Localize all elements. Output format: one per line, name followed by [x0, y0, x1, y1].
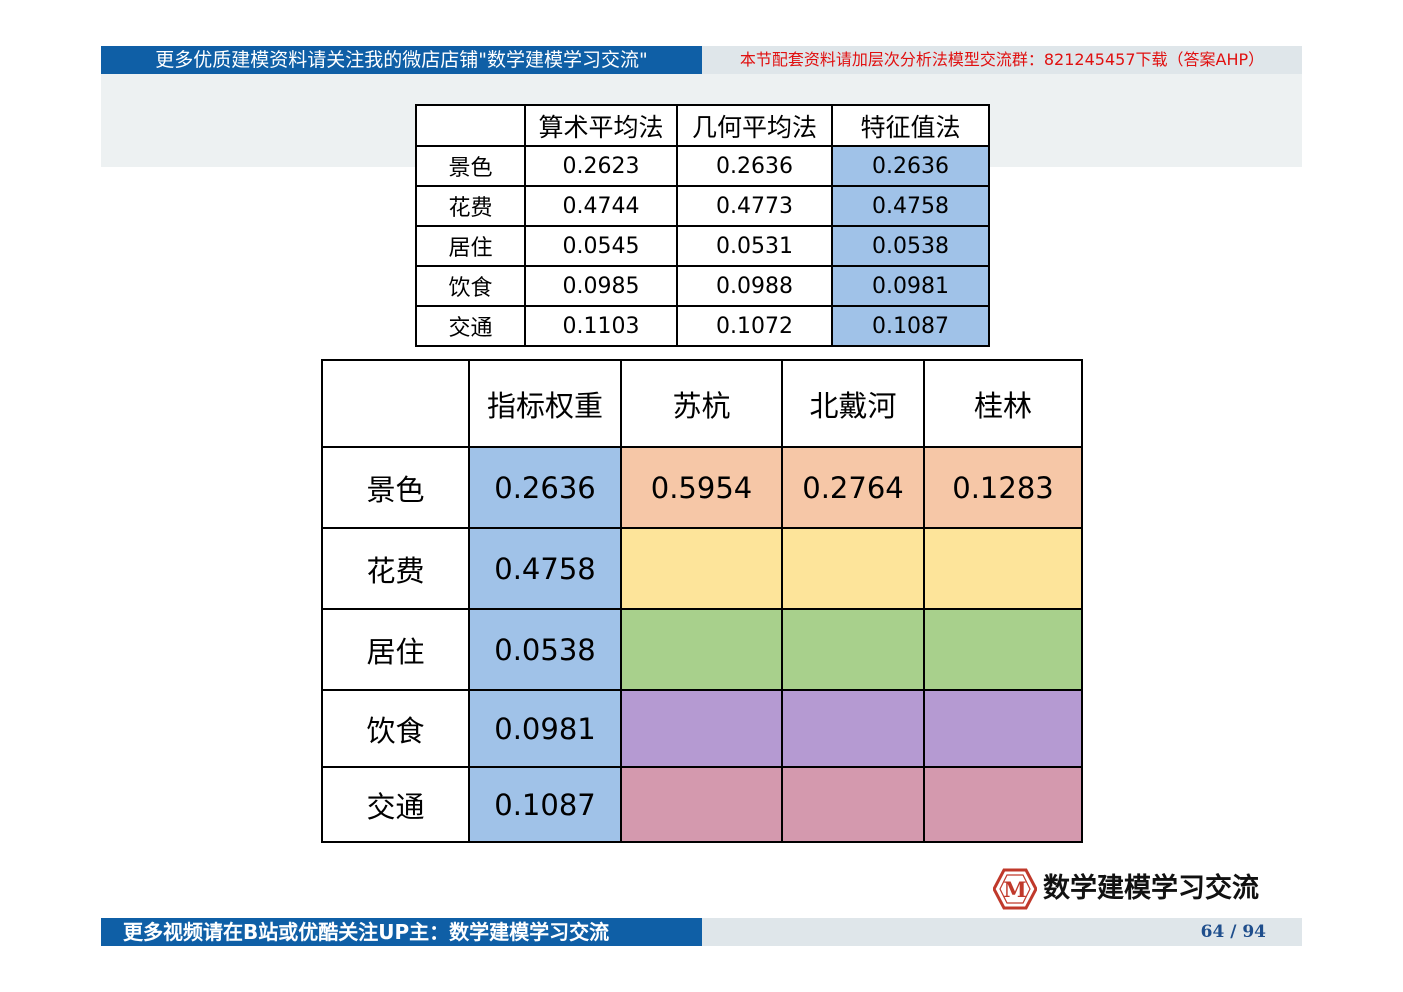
table-cell	[781, 766, 925, 843]
table-cell	[781, 608, 925, 691]
table-cell: 0.2623	[524, 145, 678, 187]
table-row: 交通 0.1087	[321, 766, 1083, 843]
table-row: 景色 0.2623 0.2636 0.2636	[415, 145, 990, 187]
table-row: 交通 0.1103 0.1072 0.1087	[415, 305, 990, 347]
table-cell: 0.0545	[524, 225, 678, 267]
table-header-row: 指标权重 苏杭 北戴河 桂林	[321, 359, 1083, 448]
table-cell	[620, 766, 783, 843]
row-label: 景色	[321, 446, 470, 529]
footer-banner-right: 64 / 94	[702, 918, 1302, 946]
header-banner-right: 本节配套资料请加层次分析法模型交流群：821245457下载（答案AHP）	[702, 46, 1302, 74]
table-cell: 0.5954	[620, 446, 783, 529]
table-cell: 0.0531	[676, 225, 833, 267]
row-label: 交通	[321, 766, 470, 843]
row-label: 景色	[415, 145, 526, 187]
table-row: 饮食 0.0981	[321, 689, 1083, 768]
weight-cell: 0.2636	[468, 446, 622, 529]
row-label: 花费	[415, 185, 526, 227]
table-header-cell: 几何平均法	[676, 104, 833, 147]
table-header-cell	[321, 359, 470, 448]
brand-logo: M 数学建模学习交流	[993, 866, 1293, 912]
table-cell: 0.4758	[831, 185, 990, 227]
table-row: 居住 0.0545 0.0531 0.0538	[415, 225, 990, 267]
table-header-cell: 指标权重	[468, 359, 622, 448]
table-cell	[923, 608, 1083, 691]
svg-text:M: M	[1003, 877, 1026, 902]
weight-cell: 0.0981	[468, 689, 622, 768]
table-cell: 0.1072	[676, 305, 833, 347]
table-cell: 0.2636	[676, 145, 833, 187]
row-label: 居住	[321, 608, 470, 691]
logo-text: 数学建模学习交流	[1043, 873, 1259, 904]
table-cell: 0.1283	[923, 446, 1083, 529]
table-header-cell: 北戴河	[781, 359, 925, 448]
table-cell	[620, 608, 783, 691]
table-row: 居住 0.0538	[321, 608, 1083, 691]
table-cell	[923, 527, 1083, 610]
table-cell: 0.0981	[831, 265, 990, 307]
table-cell: 0.4773	[676, 185, 833, 227]
row-label: 交通	[415, 305, 526, 347]
table-cell	[781, 689, 925, 768]
table-row: 景色 0.2636 0.5954 0.2764 0.1283	[321, 446, 1083, 529]
m-logo-icon: M	[993, 868, 1037, 910]
table-cell: 0.0985	[524, 265, 678, 307]
table-cell	[781, 527, 925, 610]
weight-cell: 0.1087	[468, 766, 622, 843]
table-header-cell: 桂林	[923, 359, 1083, 448]
table-cell: 0.2636	[831, 145, 990, 187]
table-cell: 0.4744	[524, 185, 678, 227]
table-cell	[620, 527, 783, 610]
table-cell	[923, 766, 1083, 843]
header-banner-left: 更多优质建模资料请关注我的微店店铺"数学建模学习交流"	[101, 46, 702, 74]
table-header-cell: 特征值法	[831, 104, 990, 147]
decision-matrix-table: 指标权重 苏杭 北戴河 桂林 景色 0.2636 0.5954 0.2764 0…	[321, 359, 1083, 843]
table-cell: 0.2764	[781, 446, 925, 529]
table-cell	[620, 689, 783, 768]
table-row: 饮食 0.0985 0.0988 0.0981	[415, 265, 990, 307]
footer-banner-left: 更多视频请在B站或优酷关注UP主：数学建模学习交流	[101, 918, 702, 946]
weight-cell: 0.4758	[468, 527, 622, 610]
table-cell	[923, 689, 1083, 768]
method-comparison-table: 算术平均法 几何平均法 特征值法 景色 0.2623 0.2636 0.2636…	[415, 104, 990, 347]
table-header-row: 算术平均法 几何平均法 特征值法	[415, 104, 990, 147]
weight-cell: 0.0538	[468, 608, 622, 691]
page-number: 64 / 94	[1200, 922, 1266, 942]
table-row: 花费 0.4744 0.4773 0.4758	[415, 185, 990, 227]
table-header-cell: 苏杭	[620, 359, 783, 448]
row-label: 饮食	[321, 689, 470, 768]
row-label: 饮食	[415, 265, 526, 307]
row-label: 花费	[321, 527, 470, 610]
table-cell: 0.0988	[676, 265, 833, 307]
table-row: 花费 0.4758	[321, 527, 1083, 610]
table-cell: 0.1103	[524, 305, 678, 347]
row-label: 居住	[415, 225, 526, 267]
table-header-cell	[415, 104, 526, 147]
table-cell: 0.0538	[831, 225, 990, 267]
table-cell: 0.1087	[831, 305, 990, 347]
table-header-cell: 算术平均法	[524, 104, 678, 147]
